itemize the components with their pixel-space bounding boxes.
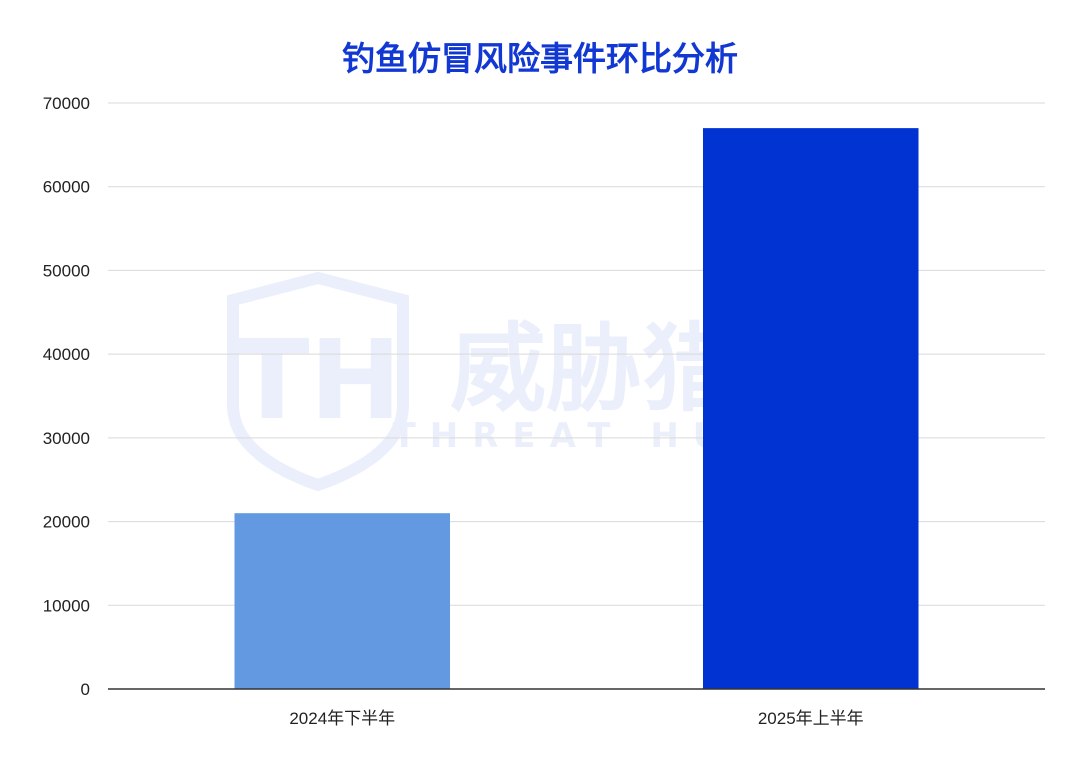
watermark-logo-text: TH <box>234 316 401 444</box>
y-tick-label: 10000 <box>43 596 90 615</box>
y-tick-label: 50000 <box>43 261 90 280</box>
y-tick-label: 60000 <box>43 178 90 197</box>
x-axis-ticks: 2024年下半年 2025年上半年 <box>289 709 863 728</box>
shield-logo-icon <box>227 271 409 492</box>
y-tick-label: 30000 <box>43 429 90 448</box>
bars <box>234 128 919 690</box>
chart-title: 钓鱼仿冒风险事件环比分析 <box>342 39 738 78</box>
y-axis-ticks: 0 10000 20000 30000 40000 50000 60000 70000 <box>43 94 90 699</box>
y-tick-label: 40000 <box>43 345 90 364</box>
y-tick-label: 0 <box>81 680 90 699</box>
x-tick-label: 2025年上半年 <box>758 709 864 728</box>
bar-1 <box>234 513 451 689</box>
bar-2 <box>702 128 919 690</box>
x-tick-label: 2024年下半年 <box>289 709 395 728</box>
y-tick-label: 20000 <box>43 513 90 532</box>
y-tick-label: 70000 <box>43 94 90 113</box>
